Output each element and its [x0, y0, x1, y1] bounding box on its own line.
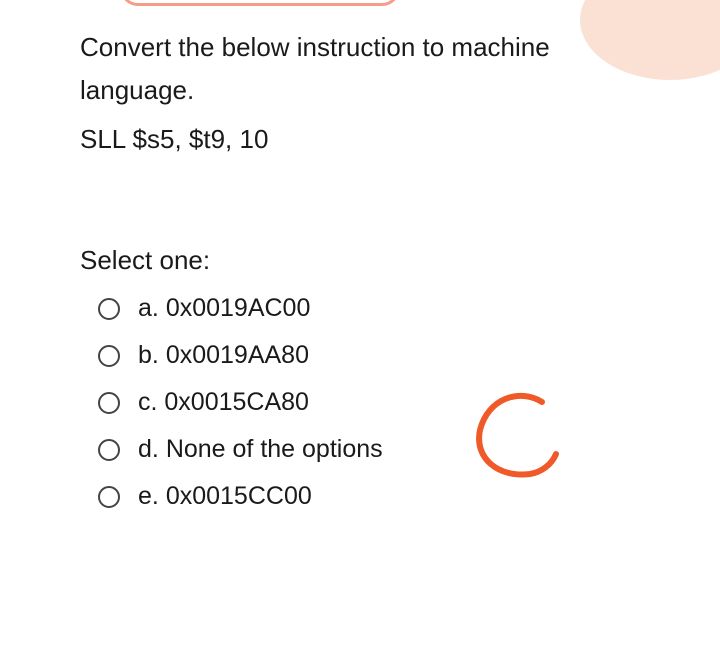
- option-d[interactable]: d. None of the options: [98, 435, 640, 464]
- option-text: e. 0x0015CC00: [138, 482, 312, 511]
- question-text-line2: language.: [80, 71, 640, 110]
- option-value: 0x0019AC00: [166, 294, 311, 322]
- option-value: 0x0019AA80: [166, 341, 309, 369]
- option-c[interactable]: c. 0x0015CA80: [98, 388, 640, 417]
- option-letter: e.: [138, 482, 159, 510]
- option-b[interactable]: b. 0x0019AA80: [98, 341, 640, 370]
- instruction-text: SLL $s5, $t9, 10: [80, 124, 640, 155]
- option-value: None of the options: [166, 435, 383, 463]
- option-e[interactable]: e. 0x0015CC00: [98, 482, 640, 511]
- option-letter: d.: [138, 435, 159, 463]
- question-container: Convert the below instruction to machine…: [0, 0, 720, 531]
- option-text: b. 0x0019AA80: [138, 341, 309, 370]
- option-a[interactable]: a. 0x0019AC00: [98, 294, 640, 323]
- option-letter: b.: [138, 341, 159, 369]
- option-text: c. 0x0015CA80: [138, 388, 309, 417]
- options-list: a. 0x0019AC00 b. 0x0019AA80 c. 0x0015CA8…: [80, 294, 640, 511]
- radio-icon[interactable]: [98, 392, 120, 414]
- option-text: a. 0x0019AC00: [138, 294, 310, 323]
- radio-icon[interactable]: [98, 486, 120, 508]
- option-value: 0x0015CC00: [166, 482, 312, 510]
- radio-icon[interactable]: [98, 439, 120, 461]
- question-text-line1: Convert the below instruction to machine: [80, 28, 640, 67]
- option-text: d. None of the options: [138, 435, 383, 464]
- radio-icon[interactable]: [98, 298, 120, 320]
- select-one-label: Select one:: [80, 245, 640, 276]
- option-letter: a.: [138, 294, 159, 322]
- radio-icon[interactable]: [98, 345, 120, 367]
- option-letter: c.: [138, 388, 157, 416]
- option-value: 0x0015CA80: [164, 388, 309, 416]
